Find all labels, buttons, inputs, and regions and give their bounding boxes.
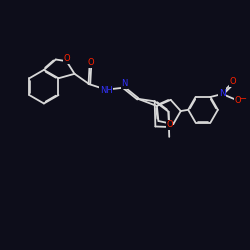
Text: O: O xyxy=(230,77,236,86)
Text: O: O xyxy=(166,120,173,129)
Text: N: N xyxy=(121,80,128,88)
Text: NH: NH xyxy=(100,86,112,95)
Text: −: − xyxy=(239,94,246,103)
Text: N: N xyxy=(219,88,226,98)
Text: O: O xyxy=(64,54,70,63)
Text: O: O xyxy=(87,58,94,68)
Text: O: O xyxy=(235,96,242,106)
